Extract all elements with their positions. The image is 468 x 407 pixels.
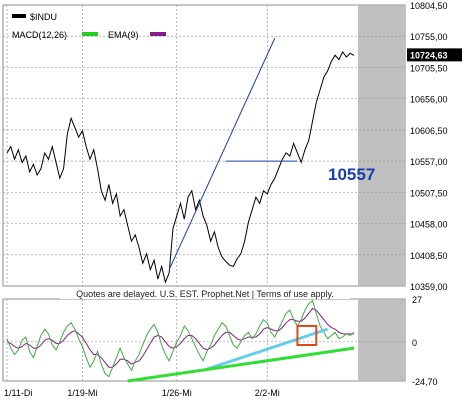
highlight-box [296, 324, 318, 346]
last-price-box [407, 48, 462, 62]
price-y-tick-label: 10359,00 [410, 282, 448, 292]
price-y-tick-label: 10507,50 [410, 188, 448, 198]
legend-label-1: MACD(12,26) [12, 30, 67, 40]
price-y-tick-label: 10705,50 [410, 63, 448, 73]
legend-swatch-1 [82, 32, 98, 36]
legend-label-2: EMA(9) [108, 30, 139, 40]
cyan-trendline [202, 327, 329, 372]
last-price-label: 10724,63 [410, 50, 448, 60]
overlay-layer: Quotes are delayed. U.S. EST. Prophet.Ne… [60, 287, 350, 299]
x-tick-label: 1/19-Mi [67, 388, 97, 398]
legend-swatch-2 [150, 32, 166, 36]
legend-label-0: $INDU [30, 12, 57, 22]
green-trendline [127, 346, 355, 383]
future-shade [358, 5, 405, 286]
macd-y-tick-label: -24,70 [412, 377, 438, 387]
x-tick-label: 1/11-Di [4, 388, 32, 398]
ema-series-line [6, 307, 354, 368]
price-y-tick-label: 10804,50 [410, 1, 448, 11]
price-series-line [6, 51, 355, 284]
price-y-tick-label: 10606,50 [410, 126, 448, 136]
annotation-10557: 10557 [328, 165, 375, 184]
delay-notice-bg [60, 287, 350, 299]
price-y-tick-label: 10408,50 [410, 251, 448, 261]
uptrend-line [168, 37, 276, 270]
delay-notice: Quotes are delayed. U.S. EST. Prophet.Ne… [76, 289, 334, 299]
price-y-tick-label: 10458,00 [410, 220, 448, 230]
macd-future-shade [358, 299, 405, 381]
macd-panel: 27 0 -24,70 1/11-Di 1/19-Mi 1/26-Mi 2/2-Mi [2, 295, 438, 398]
macd-y-tick-label: 0 [412, 338, 417, 348]
price-y-tick-label: 10755,00 [410, 32, 448, 42]
price-panel: 10804,50 10755,00 10705,50 10656,00 10606,50… [2, 1, 462, 292]
macd-y-tick-label: 27 [412, 295, 422, 305]
price-y-tick-label: 10557,00 [410, 157, 448, 167]
macd-series-line [6, 299, 355, 378]
x-tick-label: 2/2-Mi [255, 388, 280, 398]
x-tick-label: 1/26-Mi [162, 388, 192, 398]
legend-swatch-0 [12, 14, 26, 18]
price-y-tick-label: 10656,00 [410, 95, 448, 105]
price-plot-area [2, 4, 406, 287]
